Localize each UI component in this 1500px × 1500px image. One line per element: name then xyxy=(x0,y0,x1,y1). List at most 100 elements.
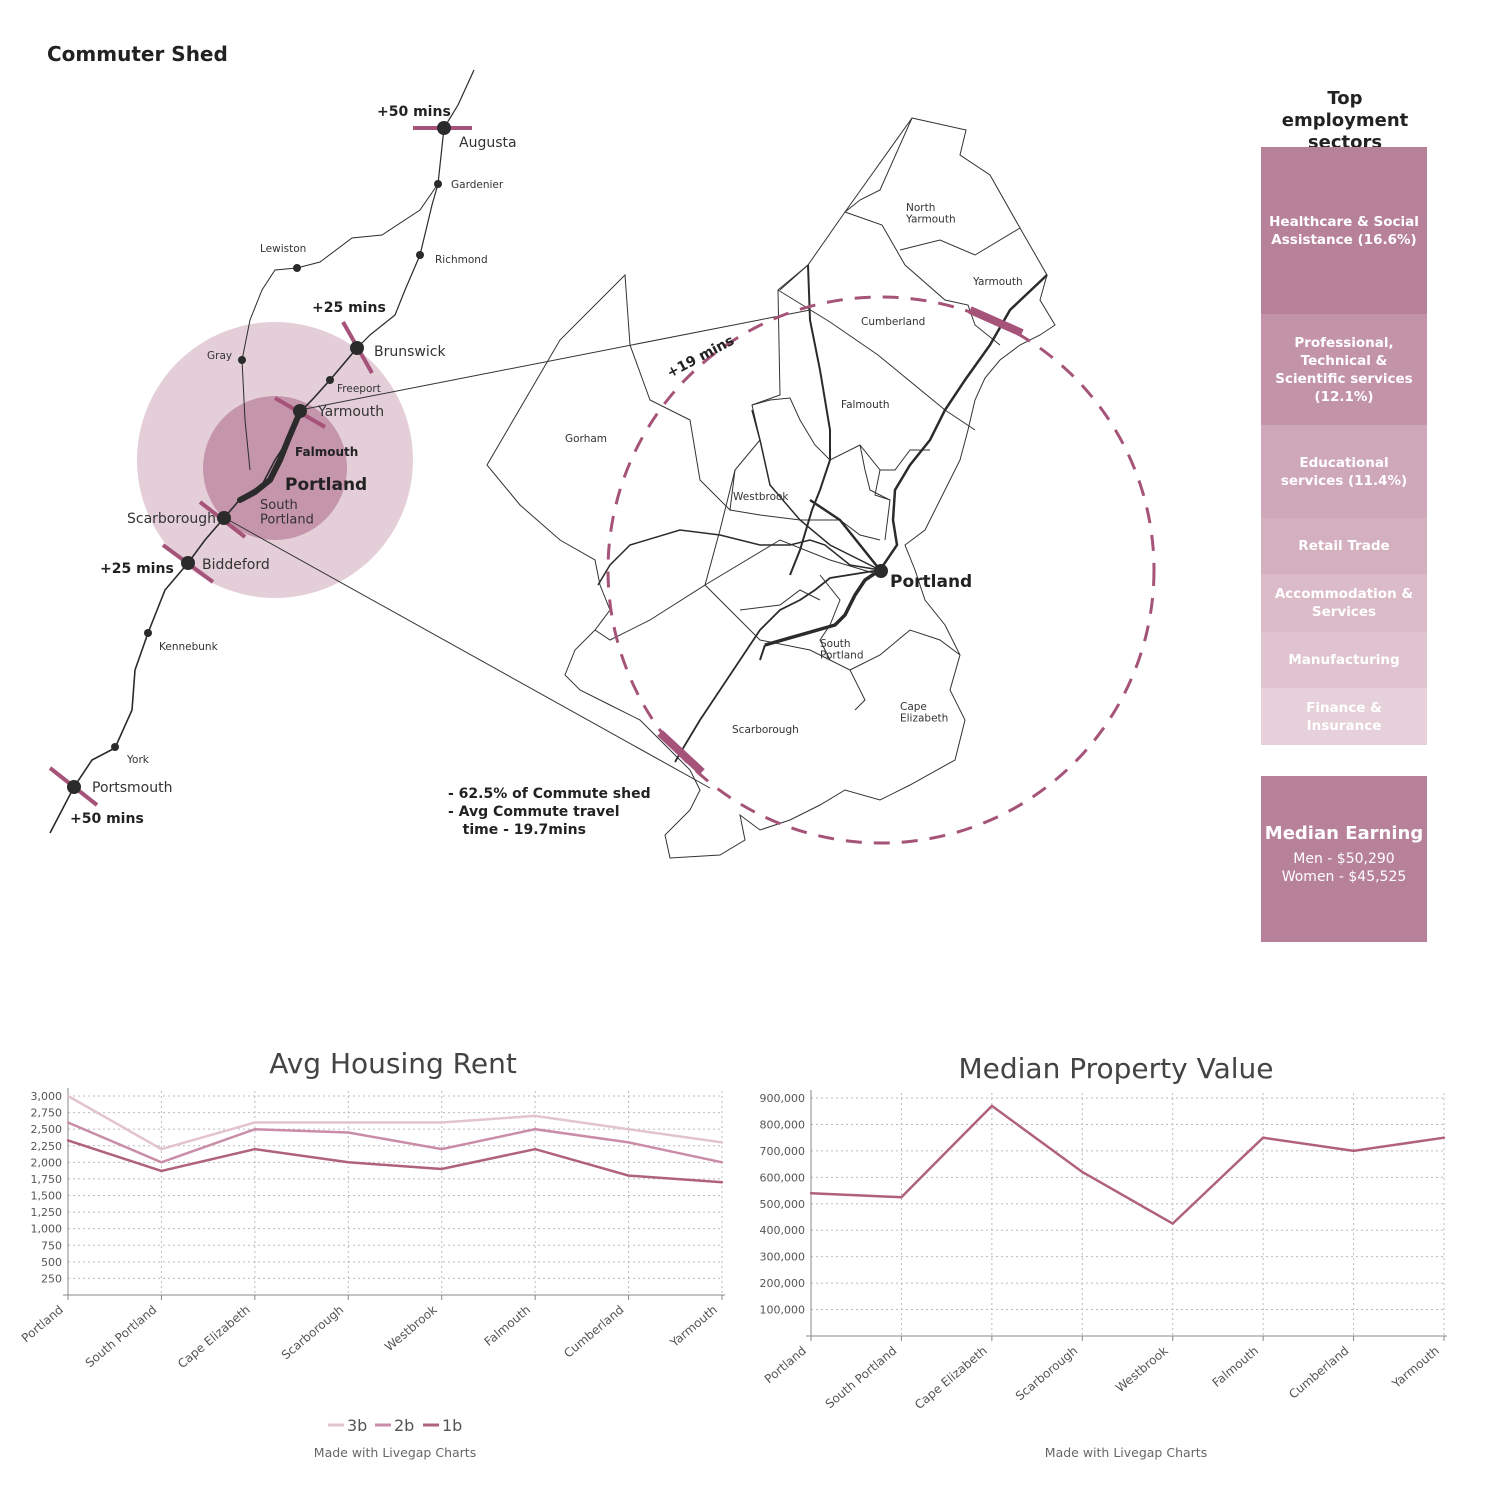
city-label-portsmouth: Portsmouth xyxy=(92,780,173,796)
y-tick-label: 2,000 xyxy=(31,1156,63,1169)
y-tick-label: 1,250 xyxy=(31,1206,63,1219)
y-tick-label: 900,000 xyxy=(760,1092,806,1105)
x-tick-label: Westbrook xyxy=(382,1303,440,1355)
data-point xyxy=(1352,1149,1355,1153)
city-label-lewiston: Lewiston xyxy=(260,243,306,255)
town-label-gorham: Gorham xyxy=(565,433,607,445)
median-earning-title: Median Earning xyxy=(1264,823,1424,844)
y-tick-label: 700,000 xyxy=(760,1145,806,1158)
city-label-kennebunk: Kennebunk xyxy=(159,641,219,653)
y-tick-label: 2,250 xyxy=(31,1140,63,1153)
data-point xyxy=(66,1139,70,1142)
data-point xyxy=(720,1181,724,1184)
south-portland-line-1: South xyxy=(260,498,298,513)
y-tick-label: 2,500 xyxy=(31,1123,63,1136)
data-point xyxy=(253,1121,257,1124)
north-yarmouth-line-2: Yarmouth xyxy=(905,214,956,226)
chart-credit: Made with Livegap Charts xyxy=(1045,1445,1207,1460)
commuter-shed-map: Augusta Gardenier Lewiston Richmond Brun… xyxy=(48,69,1156,859)
x-tick-label: Portland xyxy=(762,1344,809,1387)
data-point xyxy=(533,1114,537,1118)
x-tick-label: Cumberland xyxy=(1286,1344,1351,1402)
sector-accommodation: Accommodation & Services xyxy=(1261,574,1427,632)
detail-marker-scarborough xyxy=(657,730,705,775)
town-label-cumberland: Cumberland xyxy=(861,316,925,328)
x-tick-label: South Portland xyxy=(83,1303,160,1371)
data-point xyxy=(66,1121,70,1124)
x-tick-label: Falmouth xyxy=(482,1303,533,1349)
town-label-westbrook: Westbrook xyxy=(733,491,789,503)
data-point xyxy=(1261,1136,1265,1139)
data-point xyxy=(253,1127,257,1131)
series-line-1b xyxy=(67,1139,723,1184)
data-point xyxy=(160,1147,163,1151)
city-label-richmond: Richmond xyxy=(435,254,488,266)
city-dots xyxy=(67,121,451,794)
sector-manufacturing: Manufacturing xyxy=(1261,632,1427,688)
y-tick-label: 750 xyxy=(41,1239,62,1252)
legend-label-1b: 1b xyxy=(442,1416,462,1435)
chart-credit: Made with Livegap Charts xyxy=(314,1445,476,1460)
town-boundaries xyxy=(486,117,1056,859)
detail-roads xyxy=(597,264,1048,763)
town-label-scarborough: Scarborough xyxy=(732,724,799,736)
south-portland-detail-line-2: Portland xyxy=(820,650,864,662)
city-label-york: York xyxy=(126,754,150,766)
data-point xyxy=(1081,1170,1084,1174)
data-point xyxy=(440,1167,443,1171)
town-label-yarmouth: Yarmouth xyxy=(972,276,1023,288)
town-label-south-portland: South Portland xyxy=(820,638,864,662)
commute-stats: - 62.5% of Commute shed - Avg Commute tr… xyxy=(448,785,651,839)
south-portland-line-1-2: Portland xyxy=(260,512,314,527)
data-point xyxy=(66,1094,70,1098)
city-label-yarmouth: Yarmouth xyxy=(317,404,384,420)
zoom-connector-bottom xyxy=(224,517,711,789)
sector-retail: Retail Trade xyxy=(1261,518,1427,574)
chart-title: Avg Housing Rent xyxy=(269,1047,517,1080)
y-tick-label: 300,000 xyxy=(760,1251,806,1264)
y-tick-label: 400,000 xyxy=(760,1224,806,1237)
data-point xyxy=(720,1161,724,1164)
median-property-value-chart: Median Property Value 100,000 200,000 300,0… xyxy=(760,1052,1447,1460)
commute-radius-circle xyxy=(606,295,1156,845)
median-earning-box: Median Earning Men - $50,290 Women - $45… xyxy=(1261,776,1427,942)
data-point xyxy=(1171,1222,1174,1225)
cape-elizabeth-line-2: Elizabeth xyxy=(900,713,948,725)
data-point xyxy=(347,1161,350,1164)
y-tick-label: 3,000 xyxy=(31,1090,63,1103)
x-tick-label: South Portland xyxy=(823,1344,900,1412)
town-label-north-yarmouth: North Yarmouth xyxy=(905,202,956,226)
x-tick-label: Yarmouth xyxy=(667,1303,720,1351)
y-tick-label: 1,000 xyxy=(31,1223,63,1236)
x-tick-label: Cape Elizabeth xyxy=(912,1344,990,1412)
data-point xyxy=(347,1121,350,1124)
x-tick-label: Yarmouth xyxy=(1389,1344,1442,1392)
y-tick-label: 500,000 xyxy=(760,1198,806,1211)
radius-label: +19 mins xyxy=(664,333,737,382)
sector-professional: Professional, Technical & Scientific ser… xyxy=(1261,314,1427,425)
data-point xyxy=(900,1195,903,1199)
y-tick-label: 600,000 xyxy=(760,1171,806,1184)
city-label-augusta: Augusta xyxy=(459,135,517,151)
city-label-gray: Gray xyxy=(207,350,232,362)
data-point xyxy=(160,1169,163,1173)
data-point xyxy=(253,1147,257,1151)
city-label-gardiner: Gardenier xyxy=(451,179,504,191)
city-label-freeport: Freeport xyxy=(337,383,381,395)
data-point xyxy=(627,1127,630,1131)
series-line-3b xyxy=(67,1094,723,1151)
x-tick-label: Portland xyxy=(19,1303,66,1346)
time-label-biddeford: +25 mins xyxy=(100,561,174,577)
x-tick-label: Cape Elizabeth xyxy=(175,1303,253,1371)
city-label-biddeford: Biddeford xyxy=(202,557,270,573)
x-tick-label: Scarborough xyxy=(279,1303,346,1363)
data-point xyxy=(533,1127,537,1131)
stat-line-2: - Avg Commute travel xyxy=(448,804,620,820)
city-label-south-portland: South Portland xyxy=(260,498,314,527)
town-label-cape-elizabeth: Cape Elizabeth xyxy=(900,701,948,725)
median-earning-men: Men - $50,290 xyxy=(1293,851,1395,867)
data-point xyxy=(440,1121,443,1124)
detail-marker-yarmouth xyxy=(968,306,1024,337)
data-point xyxy=(627,1174,630,1177)
sector-educational: Educational services (11.4%) xyxy=(1261,425,1427,518)
